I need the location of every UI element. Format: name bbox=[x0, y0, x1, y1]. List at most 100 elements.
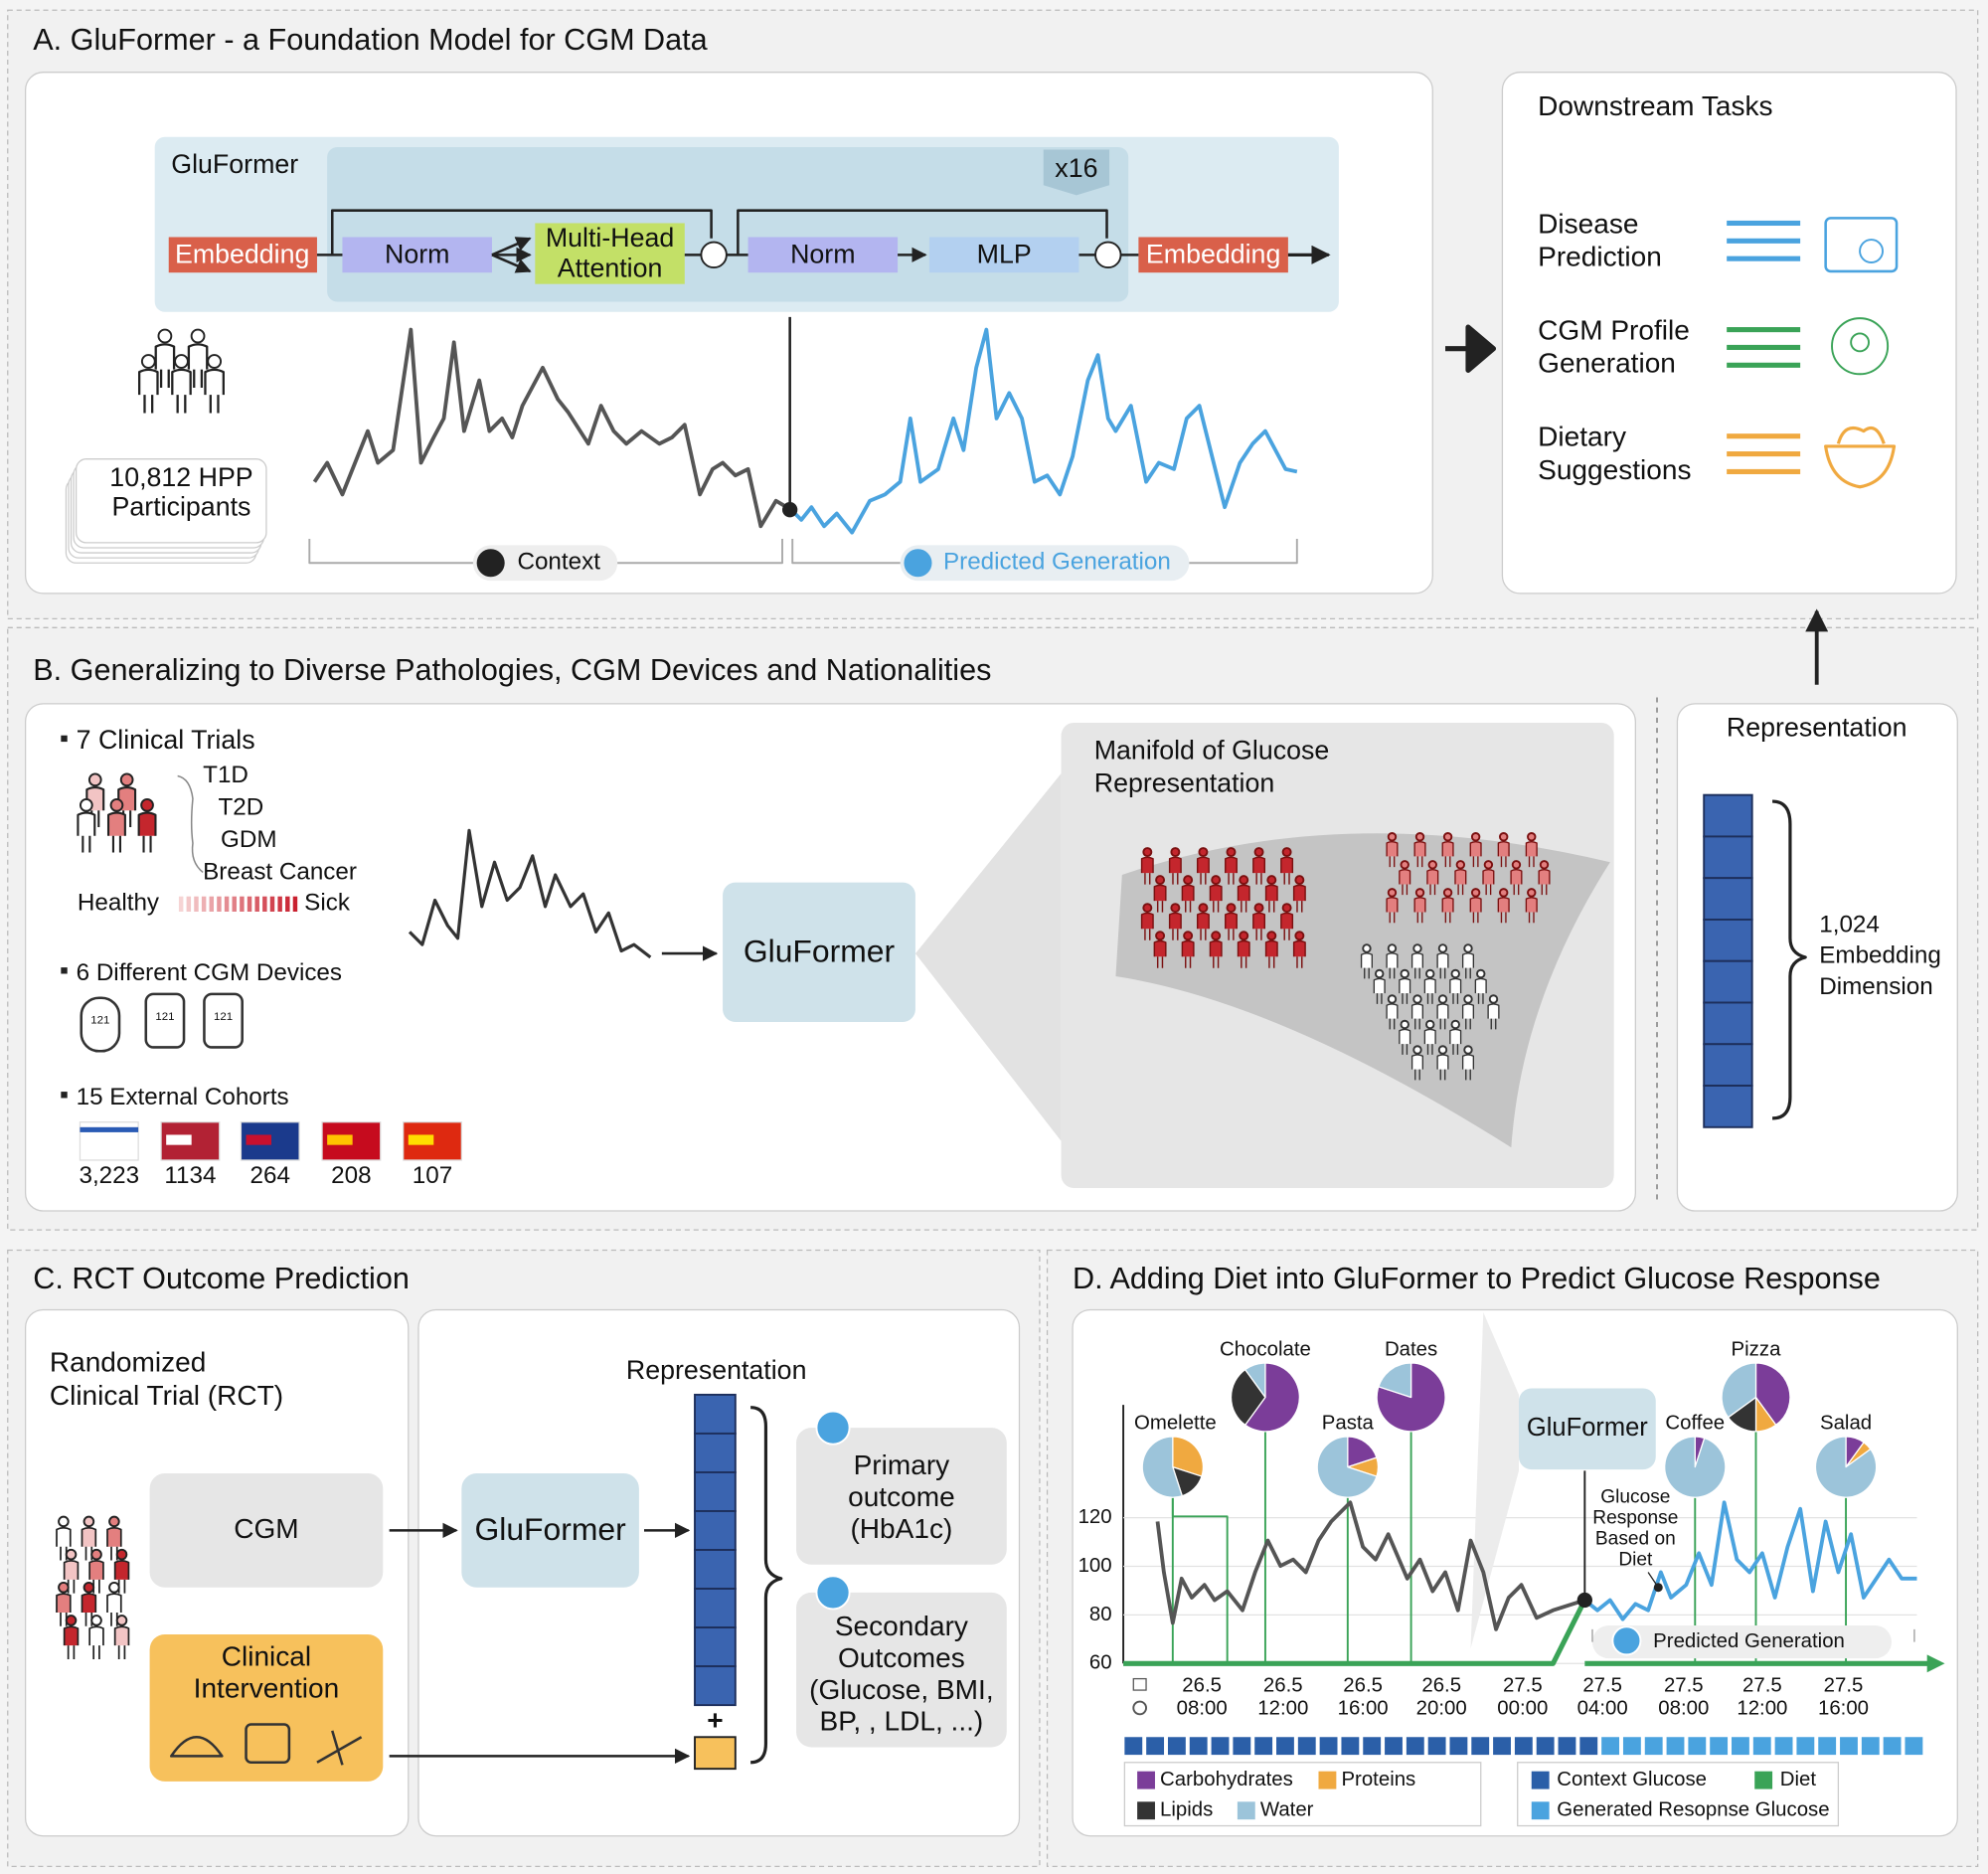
person-head bbox=[109, 798, 124, 812]
label: Disease bbox=[1538, 208, 1638, 239]
person-body bbox=[1436, 952, 1449, 979]
glucose-trace bbox=[1583, 1500, 1917, 1621]
person-body bbox=[1360, 952, 1373, 979]
pie-slice bbox=[1244, 1362, 1300, 1433]
person-head bbox=[1170, 847, 1181, 858]
person-head bbox=[90, 1615, 102, 1626]
label: BP, , LDL, ...) bbox=[820, 1706, 984, 1737]
food-label: Chocolate bbox=[1220, 1339, 1311, 1361]
x-tick-label: 16:00 bbox=[1818, 1698, 1869, 1720]
person-body bbox=[1252, 856, 1266, 885]
person-head bbox=[1527, 888, 1537, 898]
legend-label: Proteins bbox=[1341, 1769, 1415, 1790]
severity-bar bbox=[224, 896, 230, 912]
person-head bbox=[1253, 847, 1264, 858]
person-head bbox=[90, 1548, 102, 1561]
person-head bbox=[119, 772, 134, 787]
glucose-trace bbox=[312, 327, 792, 529]
panel-title: A. GluFormer - a Foundation Model for CG… bbox=[33, 23, 708, 57]
task-line bbox=[1727, 344, 1801, 351]
person-head bbox=[1511, 860, 1522, 870]
person-head bbox=[115, 1548, 128, 1561]
severity-bar bbox=[186, 896, 192, 912]
x-tick-label: 08:00 bbox=[1658, 1698, 1709, 1720]
norm-block bbox=[342, 237, 492, 273]
model-name: GluFormer bbox=[744, 934, 896, 969]
outcome-box bbox=[796, 1428, 1007, 1565]
model-box bbox=[461, 1472, 639, 1588]
embedding-cell bbox=[694, 1588, 737, 1629]
cohort-count: 264 bbox=[250, 1162, 290, 1189]
person-body bbox=[1461, 1003, 1475, 1030]
legend-label: Carbohydrates bbox=[1160, 1769, 1293, 1790]
person-body bbox=[1264, 884, 1278, 913]
flag-detail bbox=[408, 1134, 434, 1145]
panel-title: B. Generalizing to Diverse Pathologies, … bbox=[33, 653, 991, 687]
token bbox=[1666, 1737, 1685, 1756]
person-body bbox=[1140, 912, 1154, 940]
task-line bbox=[1727, 468, 1801, 474]
transformer-block bbox=[327, 146, 1129, 302]
zoom-cone bbox=[914, 772, 1062, 1141]
token bbox=[1601, 1737, 1620, 1756]
person-head bbox=[1450, 968, 1460, 979]
panel-title: D. Adding Diet into GluFormer to Predict… bbox=[1073, 1262, 1881, 1295]
person-body bbox=[56, 1593, 72, 1626]
x-tick-label: 16:00 bbox=[1338, 1698, 1389, 1720]
pill-label: Context bbox=[517, 549, 600, 576]
person-head bbox=[1463, 1045, 1473, 1055]
icon bbox=[904, 549, 932, 578]
pie-slice bbox=[1814, 1436, 1878, 1498]
severity-bar bbox=[262, 896, 267, 912]
person-body bbox=[56, 1526, 72, 1561]
brace bbox=[750, 1406, 783, 1765]
token bbox=[1818, 1737, 1837, 1756]
severity-bar bbox=[178, 896, 184, 912]
flag-detail bbox=[80, 1126, 139, 1132]
device-icon bbox=[203, 992, 244, 1049]
label: Prediction bbox=[1538, 242, 1662, 272]
severity-bar bbox=[285, 896, 290, 912]
label: 6 Different CGM Devices bbox=[77, 959, 342, 986]
person-body bbox=[1399, 869, 1411, 896]
person-body bbox=[1168, 912, 1182, 940]
annotation-point bbox=[1653, 1583, 1663, 1593]
person-body bbox=[1538, 869, 1551, 896]
person-body bbox=[1461, 952, 1475, 979]
person-body bbox=[106, 811, 126, 853]
token bbox=[1124, 1737, 1143, 1756]
food-label: Pasta bbox=[1322, 1413, 1375, 1435]
glucose-trace bbox=[789, 327, 1298, 535]
model-box bbox=[1519, 1388, 1656, 1470]
person-head bbox=[1400, 968, 1409, 979]
person-head bbox=[1498, 888, 1509, 898]
person-body bbox=[1487, 1003, 1500, 1030]
label: Secondary bbox=[835, 1611, 968, 1641]
person-head bbox=[1387, 888, 1398, 898]
severity-bar bbox=[201, 896, 207, 912]
attention-block bbox=[535, 223, 685, 284]
token bbox=[1514, 1737, 1533, 1756]
food-label: Coffee bbox=[1665, 1413, 1725, 1435]
person-head bbox=[174, 354, 189, 369]
label: 10,812 HPP bbox=[109, 462, 252, 492]
person-body bbox=[1280, 912, 1294, 940]
person-head bbox=[108, 1581, 120, 1594]
severity-bar bbox=[209, 896, 215, 912]
cohort-count: 208 bbox=[331, 1162, 371, 1189]
bullet bbox=[61, 735, 68, 743]
label: Generation bbox=[1538, 348, 1676, 379]
label: Representation bbox=[1094, 768, 1275, 798]
token bbox=[1905, 1737, 1923, 1756]
embedding-cell bbox=[1703, 1001, 1753, 1046]
x-tick-label: 12:00 bbox=[1737, 1698, 1787, 1720]
clock-icon bbox=[1132, 1700, 1148, 1716]
person-body bbox=[1423, 1028, 1436, 1055]
token bbox=[1427, 1737, 1446, 1756]
icon bbox=[815, 1575, 851, 1611]
legend-label: Generated Resopnse Glucose bbox=[1557, 1799, 1829, 1821]
label: Manifold of Glucose bbox=[1094, 735, 1330, 765]
label: Sick bbox=[304, 890, 351, 917]
person-body bbox=[1441, 897, 1454, 924]
